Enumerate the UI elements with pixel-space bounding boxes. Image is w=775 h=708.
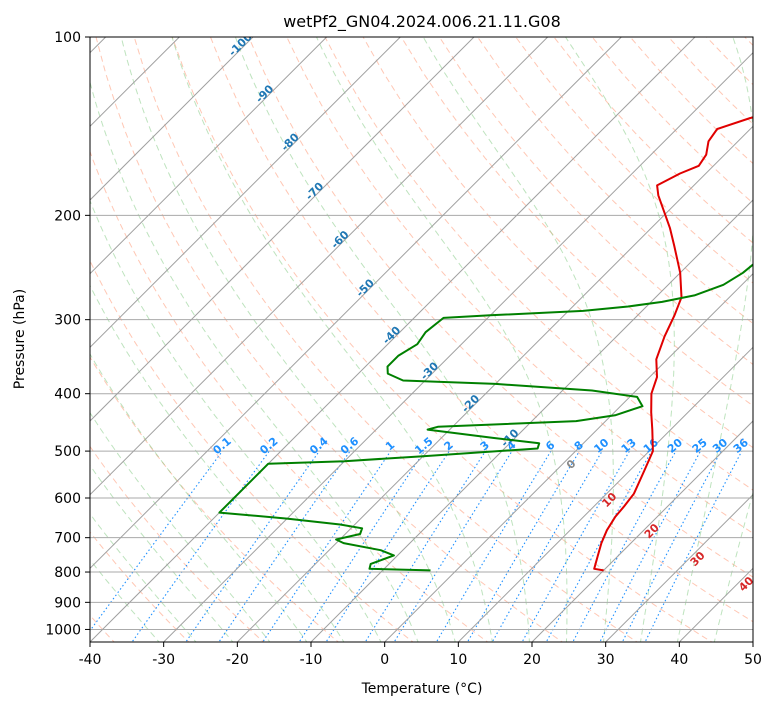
mixing-ratio-line: [466, 450, 580, 642]
y-tick-label: 100: [54, 30, 81, 46]
x-tick-label: -30: [152, 652, 175, 668]
dry-adiabat-line: [400, 37, 753, 407]
y-tick-label: 1000: [45, 622, 81, 638]
isotherm-line: [90, 37, 622, 570]
y-tick-label: 400: [54, 387, 81, 403]
y-tick-label: 800: [54, 565, 81, 581]
mixing-ratio-line: [131, 450, 270, 642]
mixing-ratio-line: [393, 450, 513, 642]
y-tick-label: 300: [54, 313, 81, 329]
mixing-ratio-line: [572, 450, 677, 642]
dry-adiabat-line: [286, 37, 753, 534]
dry-adiabat-line: [477, 37, 753, 325]
sounding-series: [218, 116, 753, 572]
dry-adiabat-line: [324, 37, 753, 491]
dry-adiabat-line: [90, 259, 414, 642]
x-tick-label: 50: [744, 652, 762, 668]
isotherm-line: [90, 37, 475, 422]
isotherm-line: [531, 420, 753, 642]
x-tick-label: 40: [670, 652, 688, 668]
y-tick-label: 600: [54, 491, 81, 507]
isobar-gridlines: [90, 37, 753, 630]
mixing-ratio-line: [621, 450, 722, 642]
isotherm-line: [163, 51, 753, 642]
mixing-ratio-line: [262, 450, 392, 642]
moist-adiabat-line: [90, 199, 382, 642]
x-tick-label: 10: [449, 652, 467, 668]
temperature-profile-line: [593, 116, 753, 572]
y-axis-title: Pressure (hPa): [12, 289, 28, 389]
y-tick-label: 700: [54, 531, 81, 547]
dry-adiabat-line: [438, 37, 753, 366]
mixing-ratio-lines: [90, 450, 743, 642]
y-tick-label: 200: [54, 208, 81, 224]
isotherm-line: [90, 37, 328, 275]
x-tick-label: 30: [597, 652, 615, 668]
y-tick-label: 900: [54, 595, 81, 611]
x-tick-label: -10: [300, 652, 323, 668]
dry-adiabat-line: [362, 37, 753, 449]
isotherm-line: [90, 37, 254, 201]
axes: -40 -30 -20 -10 0 10 20 30 40 50 100 200 300 400 500 60…: [45, 30, 762, 668]
isotherm-line: [90, 37, 401, 349]
chart-title: wetPf2_GN04.2024.006.21.11.G08: [283, 12, 561, 32]
mixing-ratio-line: [298, 450, 425, 642]
isotherm-line: [90, 37, 696, 642]
isotherm-line: [384, 272, 753, 642]
isotherm-line: [752, 641, 753, 642]
isotherm-line: [90, 37, 549, 496]
dewpoint-profile-line: [218, 263, 753, 572]
moist-adiabat-line: [90, 80, 419, 642]
dry-adiabat-line: [248, 37, 753, 578]
mixing-ratio-line: [218, 450, 351, 642]
x-axis-title: Temperature (°C): [361, 681, 483, 697]
mixing-ratio-line: [325, 450, 450, 642]
x-tick-label: 0: [380, 652, 389, 668]
x-tick-label: -20: [226, 652, 249, 668]
x-tick-label: 20: [523, 652, 541, 668]
y-tick-label: 500: [54, 444, 81, 460]
mixing-ratio-line: [599, 450, 701, 642]
mixing-ratio-line: [90, 450, 223, 632]
isotherm-line: [310, 199, 753, 642]
plot-frame: [89, 36, 754, 643]
x-tick-label: -40: [79, 652, 102, 668]
isotherm-line: [457, 346, 753, 642]
mixing-ratio-line: [185, 450, 320, 642]
isotherm-line: [605, 493, 753, 642]
